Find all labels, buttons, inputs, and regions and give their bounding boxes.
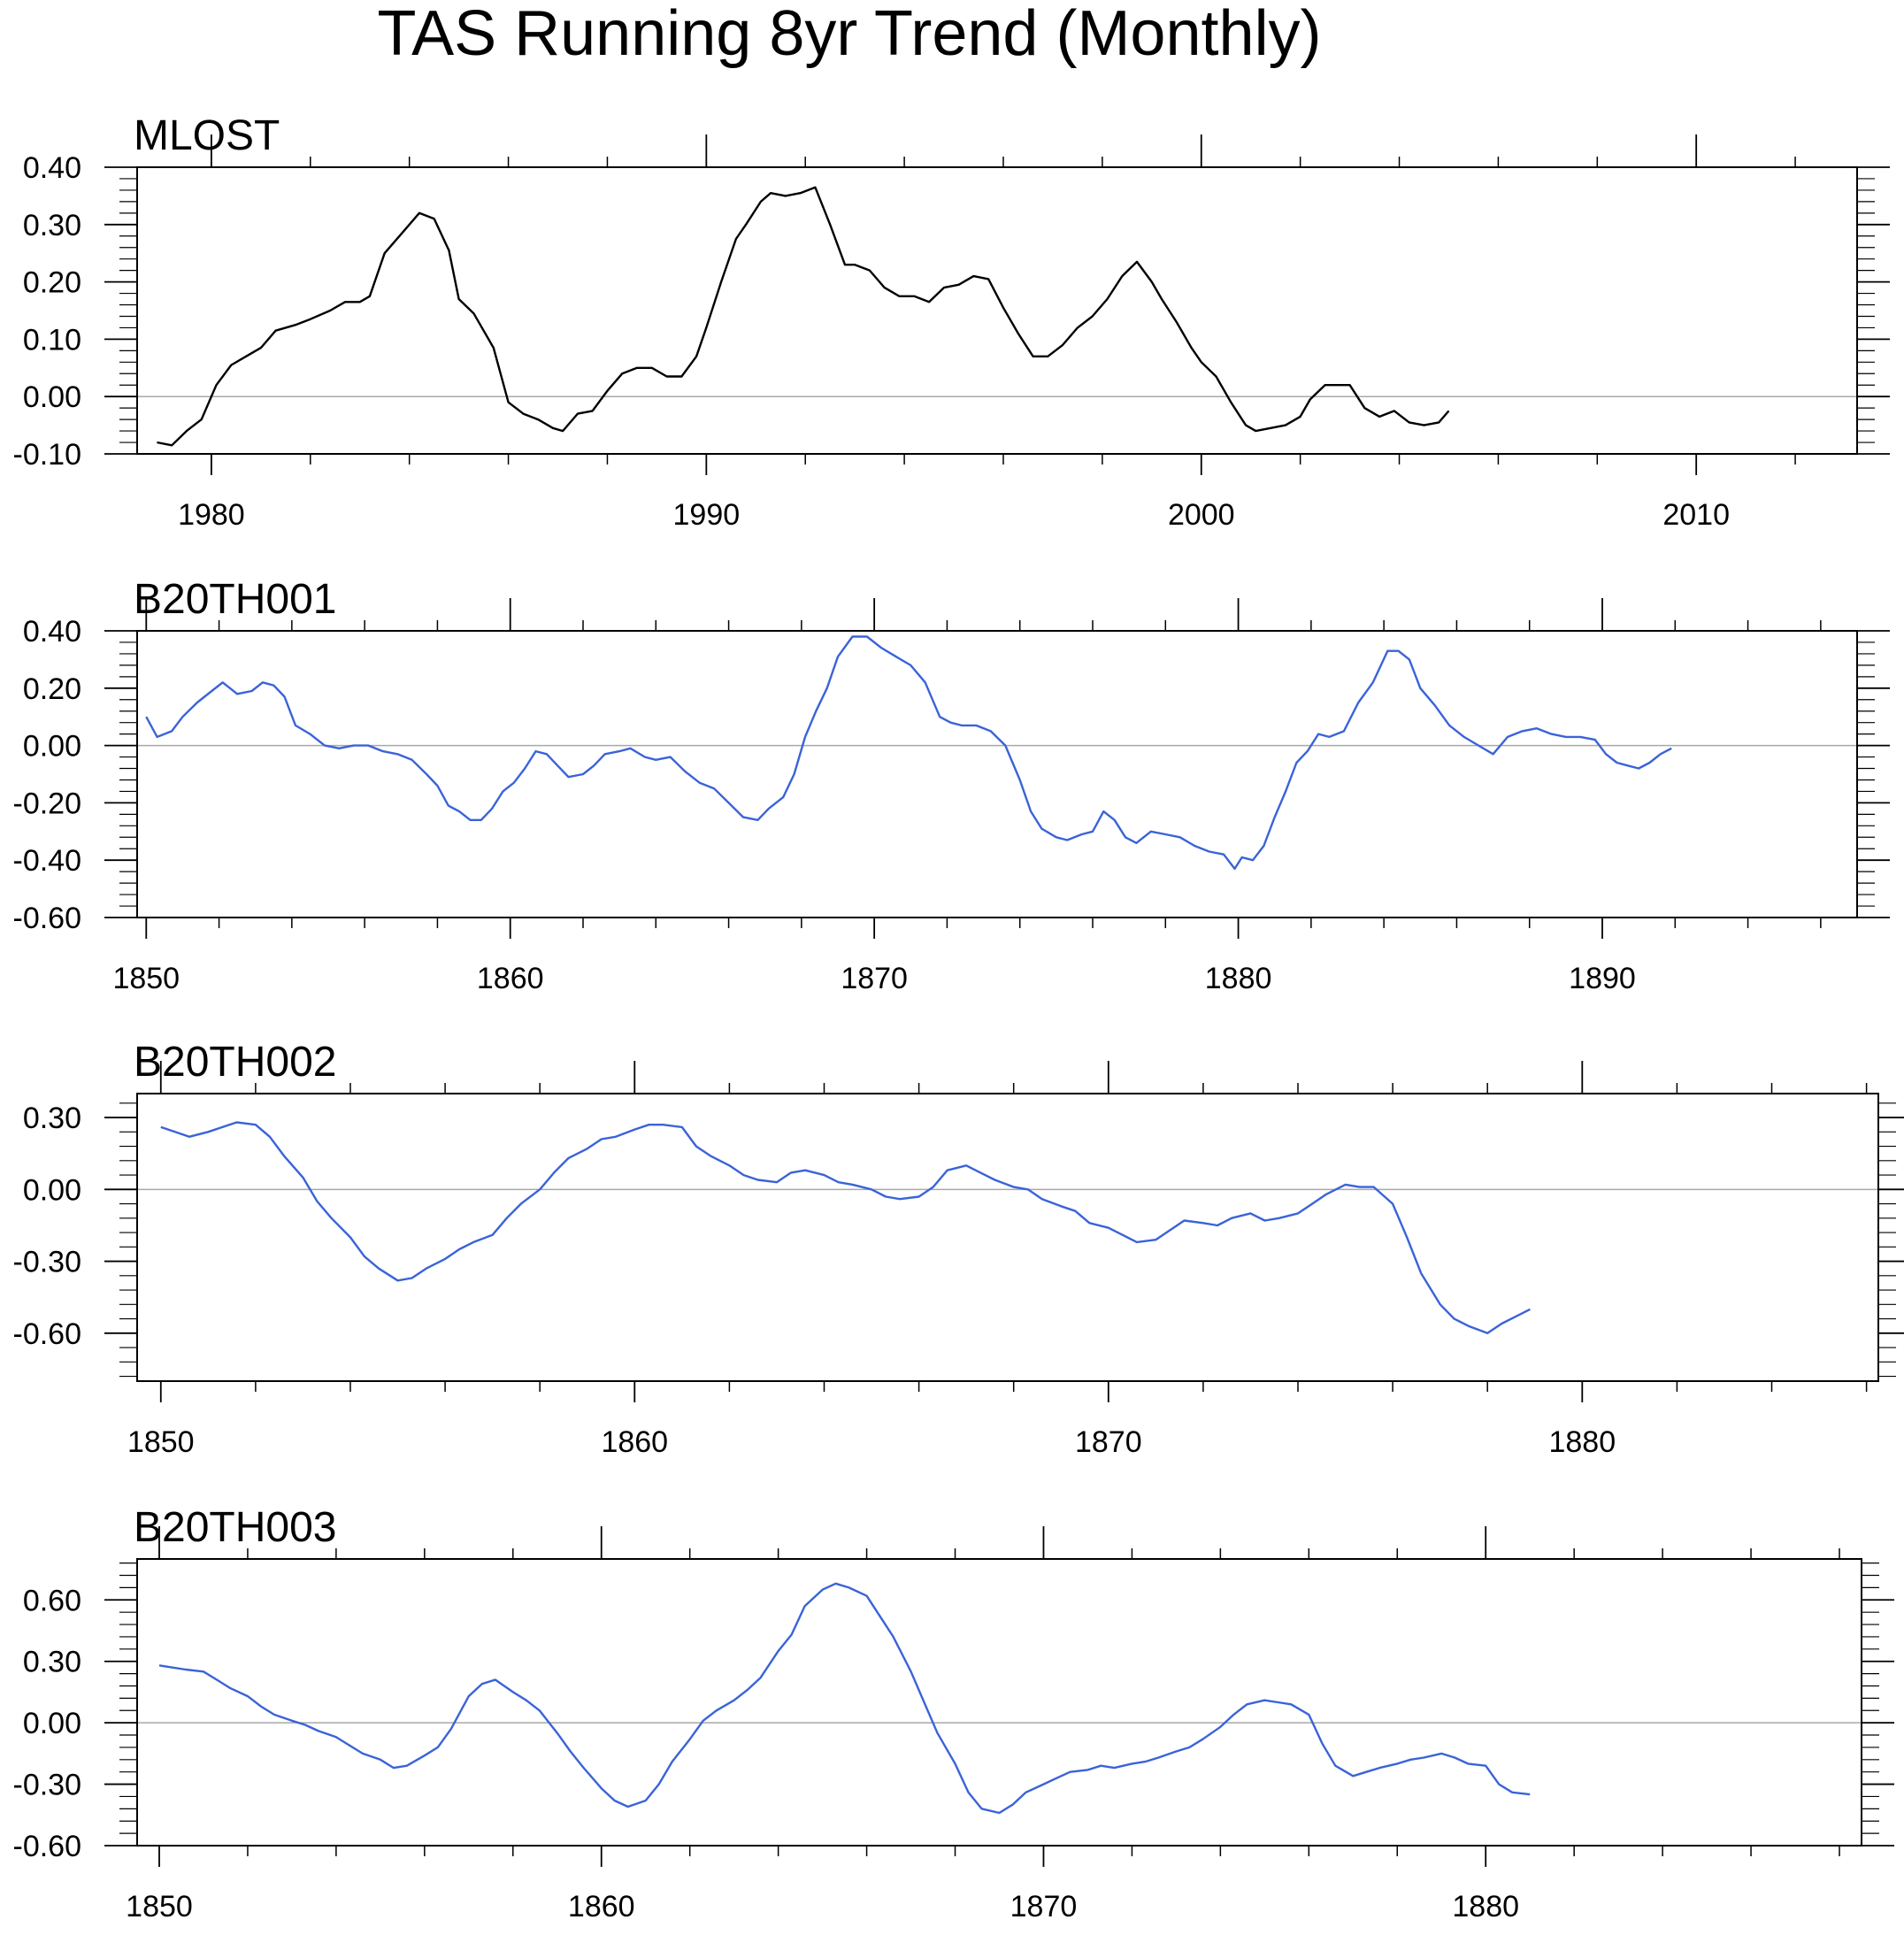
series-line (157, 186, 1450, 447)
panel-1: MLOST 1980 1990 2000 2010 -0.10 0.00 0.10 0.20 0.… (13, 112, 1890, 532)
plot-frame (136, 1093, 1879, 1382)
series-line (158, 1582, 1531, 1815)
x-tick-label: 1880 (1205, 962, 1272, 995)
x-tick-label: 1880 (1452, 1890, 1519, 1923)
x-tick-label: 1860 (568, 1890, 635, 1923)
y-tick-label: 0.30 (23, 1646, 81, 1679)
y-tick-label: 0.00 (23, 380, 81, 414)
y-tick-label: -0.20 (13, 787, 82, 820)
figure-title: TAS Running 8yr Trend (Monthly) (377, 0, 1321, 69)
x-tick-label: 2000 (1168, 498, 1235, 532)
x-tick-label: 1860 (601, 1425, 668, 1459)
panel-4: B20TH003 1850 1860 1870 1880 -0.60 -0.30 0.00 0.… (13, 1504, 1894, 1923)
panel-title: B20TH003 (134, 1504, 336, 1551)
y-tick-label: 0.20 (23, 672, 81, 706)
y-tick-label: -0.60 (13, 1317, 82, 1351)
plot-frame (136, 630, 1858, 918)
panel-title: B20TH002 (134, 1039, 336, 1086)
x-tick-label: 1890 (1569, 962, 1636, 995)
plot-frame (136, 166, 1858, 455)
y-tick-label: 0.10 (23, 323, 81, 357)
x-tick-label: 1870 (841, 962, 908, 995)
x-tick-label: 1980 (178, 498, 245, 532)
y-tick-label: 0.00 (23, 730, 81, 764)
y-tick-label: 0.40 (23, 151, 81, 185)
y-tick-label: 0.00 (23, 1707, 81, 1740)
x-tick-label: 1850 (127, 1425, 195, 1459)
x-tick-label: 1860 (477, 962, 544, 995)
y-tick-label: -0.10 (13, 438, 82, 472)
y-tick-label: 0.00 (23, 1173, 81, 1207)
y-tick-label: -0.30 (13, 1246, 82, 1279)
x-tick-label: 1850 (112, 962, 180, 995)
y-tick-label: -0.60 (13, 902, 82, 935)
y-tick-label: 0.20 (23, 266, 81, 300)
chart-panels: MLOST 1980 1990 2000 2010 -0.10 0.00 0.10 0.20 0.… (13, 112, 1904, 1923)
y-tick-label: 0.40 (23, 615, 81, 649)
x-tick-label: 1870 (1010, 1890, 1078, 1923)
series-line (145, 635, 1672, 871)
y-tick-label: -0.40 (13, 844, 82, 878)
panel-2: B20TH001 1850 1860 1870 1880 1890 -0.60 -0.40 -0… (13, 576, 1890, 995)
y-tick-label: 0.30 (23, 1102, 81, 1135)
x-tick-label: 1990 (673, 498, 741, 532)
y-tick-label: 0.60 (23, 1584, 81, 1617)
x-tick-label: 1880 (1548, 1425, 1616, 1459)
x-tick-label: 1870 (1075, 1425, 1142, 1459)
panel-title: B20TH001 (134, 576, 336, 623)
x-tick-label: 1850 (126, 1890, 193, 1923)
y-tick-label: 0.30 (23, 209, 81, 242)
plot-frame (136, 1558, 1862, 1847)
y-tick-label: -0.60 (13, 1830, 82, 1863)
y-tick-label: -0.30 (13, 1769, 82, 1802)
x-tick-label: 2010 (1662, 498, 1730, 532)
panel-title: MLOST (134, 112, 280, 159)
panel-3: B20TH002 1850 1860 1870 1880 -0.60 -0.30 0.00 0.… (13, 1039, 1904, 1459)
series-line (160, 1121, 1531, 1335)
